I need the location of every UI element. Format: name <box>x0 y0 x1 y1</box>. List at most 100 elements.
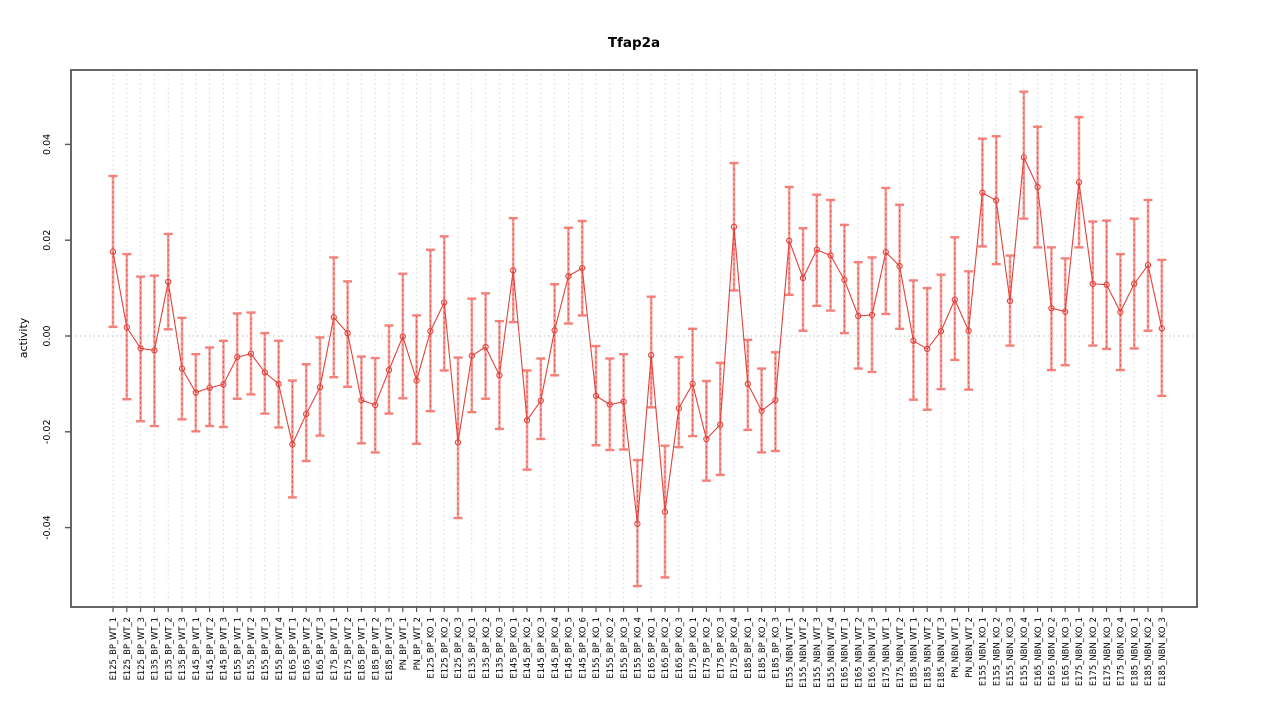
data-point-marker <box>1048 305 1055 312</box>
x-tick-label: E155_BP_WT_2 <box>246 617 256 680</box>
x-tick-label: E175_NBN_KO_3 <box>1102 617 1112 686</box>
data-point-marker <box>316 384 324 391</box>
x-tick-label: E155_NBN_WT_3 <box>812 617 822 688</box>
x-tick-label: E175_NBN_KO_4 <box>1116 617 1126 686</box>
data-point-marker <box>579 264 586 272</box>
x-tick-label: PN_BP_WT_1 <box>398 617 408 670</box>
y-tick-label: -0.02 <box>42 420 53 445</box>
x-tick-label: E185_BP_WT_3 <box>384 617 394 680</box>
x-tick-label: E185_NBN_WT_3 <box>936 617 946 688</box>
x-tick-label: E155_BP_KO_4 <box>633 617 643 679</box>
x-tick-label: E145_BP_KO_5 <box>564 617 574 679</box>
x-tick-label: E185_NBN_KO_1 <box>1129 617 1139 686</box>
x-tick-label: E125_BP_WT_2 <box>122 617 132 680</box>
y-axis-label: activity <box>17 317 30 358</box>
x-tick-label: PN_BP_WT_2 <box>412 617 422 670</box>
data-point-marker <box>427 328 434 335</box>
data-point-marker <box>399 333 406 340</box>
x-tick-label: E125_BP_KO_3 <box>453 617 463 679</box>
x-tick-label: E155_NBN_KO_4 <box>1019 617 1029 686</box>
data-point-marker <box>289 441 296 448</box>
x-tick-label: E185_NBN_KO_3 <box>1157 617 1167 686</box>
x-tick-label: E135_BP_KO_2 <box>481 617 491 679</box>
x-tick-label: E135_BP_KO_1 <box>467 617 477 679</box>
data-point-marker <box>303 410 310 418</box>
data-point-marker <box>924 345 931 353</box>
data-point-marker <box>151 347 158 354</box>
x-tick-label: E185_BP_KO_1 <box>743 617 753 679</box>
x-tick-label: E145_BP_KO_2 <box>522 617 532 679</box>
x-tick-label: E135_BP_WT_2 <box>163 617 173 680</box>
data-point-marker <box>592 392 600 400</box>
data-point-marker <box>703 435 710 443</box>
x-tick-label: E185_BP_KO_2 <box>757 617 767 679</box>
chart-title: Tfap2a <box>608 35 660 51</box>
x-tick-label: E145_BP_WT_3 <box>219 617 229 680</box>
x-tick-label: E165_BP_WT_1 <box>288 617 298 680</box>
data-point-marker <box>813 246 820 253</box>
data-point-marker <box>620 398 627 405</box>
x-tick-label: E165_BP_WT_3 <box>315 617 325 680</box>
data-point-marker <box>606 401 613 408</box>
x-tick-label: E185_NBN_WT_1 <box>909 617 919 688</box>
data-point-marker <box>565 272 572 280</box>
x-tick-label: E185_BP_KO_3 <box>771 617 781 679</box>
x-tick-label: E175_BP_KO_1 <box>688 617 698 679</box>
x-tick-label: E155_NBN_WT_1 <box>784 617 794 688</box>
data-point-marker <box>496 372 503 379</box>
data-point-marker <box>165 278 172 286</box>
data-point-marker <box>510 267 517 274</box>
x-tick-label: E155_NBN_WT_4 <box>826 617 836 688</box>
data-point-marker <box>261 369 268 376</box>
x-tick-label: E175_NBN_WT_2 <box>895 617 905 688</box>
data-point-marker <box>965 327 972 334</box>
data-point-marker <box>441 299 448 306</box>
data-point-marker <box>468 352 475 359</box>
data-point-marker <box>123 324 130 331</box>
x-tick-label: E165_BP_KO_3 <box>674 617 684 679</box>
data-point-marker <box>799 274 807 282</box>
x-tick-label: E145_BP_WT_2 <box>205 617 215 680</box>
x-tick-label: E155_BP_WT_4 <box>274 617 284 680</box>
x-tick-label: E185_BP_WT_1 <box>357 617 367 680</box>
data-point-marker <box>358 397 365 404</box>
data-point-marker <box>882 249 889 256</box>
data-point-marker <box>634 520 641 527</box>
data-point-marker <box>1020 154 1027 161</box>
x-tick-label: E135_BP_KO_3 <box>495 617 505 679</box>
x-tick-label: E175_BP_WT_2 <box>343 617 353 680</box>
x-tick-label: PN_NBN_WT_1 <box>950 617 960 678</box>
data-point-marker <box>758 407 765 414</box>
x-tick-label: E175_NBN_KO_1 <box>1074 617 1084 686</box>
x-tick-label: E165_NBN_KO_1 <box>1033 617 1043 686</box>
x-tick-label: E175_BP_KO_3 <box>715 617 725 679</box>
data-point-marker <box>675 405 682 412</box>
data-point-marker <box>1075 179 1083 186</box>
x-tick-label: PN_NBN_WT_2 <box>964 617 974 678</box>
x-tick-label: E135_BP_WT_3 <box>177 617 187 680</box>
data-point-marker <box>717 421 724 428</box>
x-tick-label: E155_NBN_WT_2 <box>798 617 808 688</box>
data-point-marker <box>330 314 337 321</box>
data-point-marker <box>247 350 255 357</box>
x-tick-label: E165_NBN_KO_2 <box>1047 617 1057 686</box>
x-tick-label: E145_BP_KO_6 <box>577 617 587 679</box>
x-tick-label: E155_NBN_KO_3 <box>1005 617 1015 686</box>
data-series-line <box>112 155 1163 524</box>
x-tick-label: E125_BP_WT_3 <box>136 617 146 680</box>
plot-box <box>70 69 1198 608</box>
x-tick-label: E125_BP_KO_2 <box>439 617 449 679</box>
data-point-marker <box>192 389 199 396</box>
data-point-marker <box>109 248 117 255</box>
data-point-marker <box>454 439 462 446</box>
data-point-marker <box>951 296 958 303</box>
data-point-marker <box>648 352 655 359</box>
data-point-marker <box>220 381 227 388</box>
x-tick-label: E155_BP_KO_3 <box>619 617 629 679</box>
data-point-marker <box>275 380 282 388</box>
x-tick-label: E145_BP_KO_1 <box>508 617 518 679</box>
x-tick-label: E185_BP_WT_2 <box>370 617 380 680</box>
data-point-marker <box>868 311 876 319</box>
x-tick-label: E175_NBN_WT_1 <box>881 617 891 688</box>
x-tick-label: E145_BP_KO_3 <box>536 617 546 679</box>
